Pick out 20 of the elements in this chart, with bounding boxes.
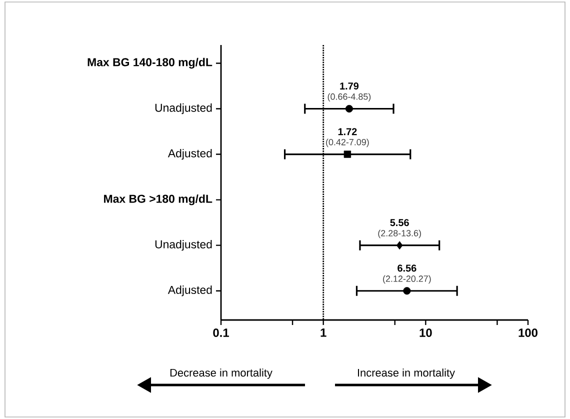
x-tick-label: 1 xyxy=(320,328,326,337)
y-tick-label: Adjusted xyxy=(168,286,212,296)
data-label: 1.72 xyxy=(338,128,357,136)
data-label: 1.79 xyxy=(340,82,359,90)
y-tick-label: Max BG >180 mg/dL xyxy=(104,194,212,206)
data-label: 6.56 xyxy=(398,264,416,272)
annotation: (2.28-13.6) xyxy=(378,230,421,238)
x-tick-label: 0.1 xyxy=(213,328,229,337)
data-label: 5.56 xyxy=(390,219,409,226)
annotation: (0.42-7.09) xyxy=(326,138,369,148)
y-tick-label: Adjusted xyxy=(168,148,212,160)
y-tick-label: Unadjusted xyxy=(155,240,212,251)
x-tick-label: 10 xyxy=(420,328,432,337)
text: Decrease in mortality xyxy=(170,368,272,379)
y-tick-label: Max BG 140-180 mg/dL xyxy=(88,58,212,69)
text: Increase in mortality xyxy=(358,368,455,379)
x-tick-label: 100 xyxy=(518,328,538,337)
y-tick-label: Unadjusted xyxy=(155,103,212,114)
annotation: (0.66-4.85) xyxy=(328,93,371,102)
annotation: (2.12-20.27) xyxy=(383,275,431,284)
